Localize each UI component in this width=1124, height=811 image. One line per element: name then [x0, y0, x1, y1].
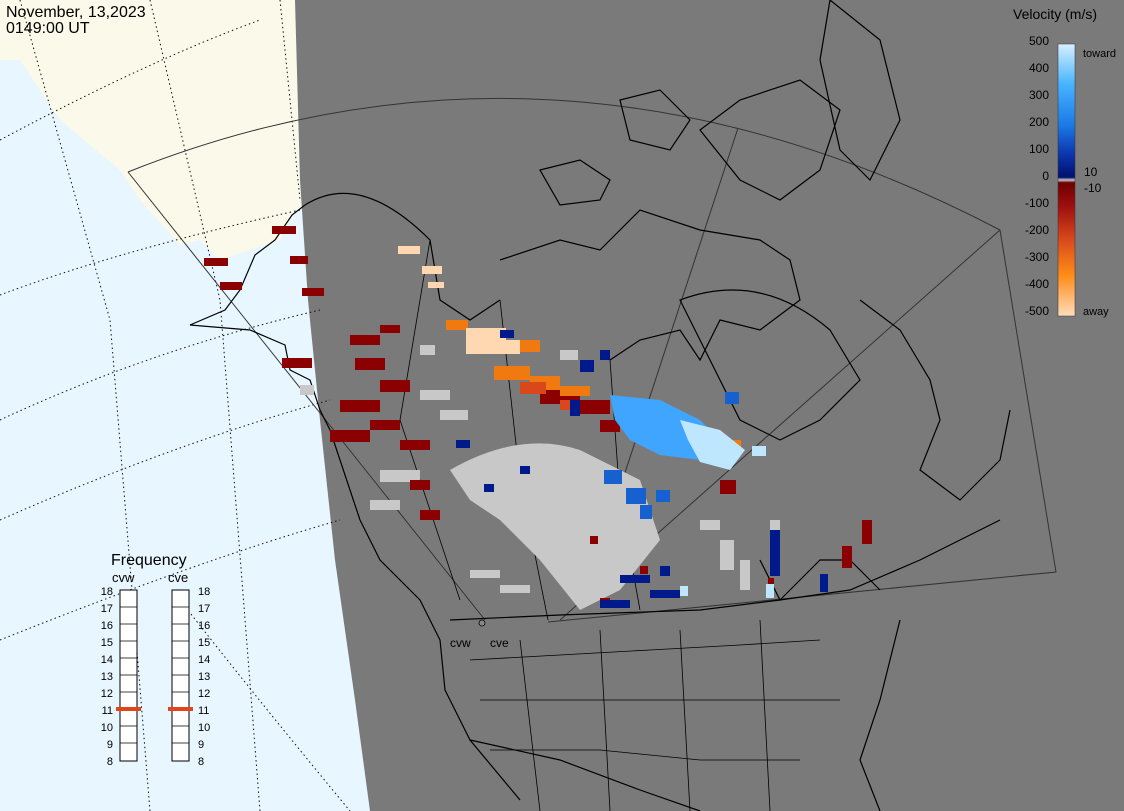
frequency-tick-right: 13	[198, 671, 210, 683]
frequency-tick-right: 10	[198, 722, 210, 734]
frequency-tick-right: 8	[198, 756, 204, 768]
daylight-land-alaska	[0, 0, 310, 260]
frequency-tick-left: 10	[101, 722, 113, 734]
radar-sites: cvw cve	[450, 619, 509, 650]
velocity-cells-pale-blue	[680, 420, 774, 598]
frequency-panel: Frequency cvw cve 18 18 17 17 16 16 15 15 14 14 13…	[101, 552, 211, 768]
velocity-cells-mid-blue	[604, 392, 739, 519]
ground-scatter	[300, 345, 780, 610]
site-label-cvw: cvw	[450, 636, 471, 650]
frequency-tick-right: 11	[198, 705, 209, 717]
frequency-tick-left: 8	[107, 756, 113, 768]
frequency-tick-left: 17	[101, 603, 113, 615]
velocity-tick: 100	[1029, 142, 1049, 156]
frequency-tick-left: 9	[107, 739, 113, 751]
frequency-tick-left: 15	[101, 637, 113, 649]
toward-label: toward	[1083, 48, 1116, 60]
frequency-marker-cve	[168, 707, 193, 711]
velocity-tick: -400	[1025, 277, 1049, 291]
frequency-radar-cvw: cvw	[112, 570, 135, 585]
velocity-tick: -300	[1025, 250, 1049, 264]
velocity-color-bar	[1057, 43, 1076, 317]
frequency-tick-right: 16	[198, 620, 210, 632]
velocity-tick: -500	[1025, 304, 1049, 318]
velocity-tick: -200	[1025, 223, 1049, 237]
frequency-tick-right: 17	[198, 603, 210, 615]
frequency-tick-right: 15	[198, 637, 210, 649]
frequency-tick-left: 14	[101, 654, 113, 666]
velocity-cells-peach	[398, 246, 520, 354]
graticule	[0, 0, 351, 811]
frequency-tick-left: 11	[102, 705, 113, 717]
site-label-cve: cve	[490, 636, 509, 650]
velocity-tick: 400	[1029, 61, 1049, 75]
site-marker-cvw	[478, 619, 486, 627]
velocity-tick: 10	[1084, 165, 1098, 179]
velocity-cells-orange	[446, 320, 741, 450]
night-shade-area	[295, 0, 1124, 811]
frequency-bars	[119, 589, 190, 762]
velocity-cells-dark-blue	[456, 330, 828, 608]
velocity-tick: 200	[1029, 115, 1049, 129]
velocity-tick: -10	[1084, 181, 1102, 195]
frequency-column-cvw	[119, 589, 138, 762]
frequency-tick-left: 13	[101, 671, 113, 683]
frequency-markers	[116, 707, 193, 711]
away-label: away	[1083, 306, 1109, 318]
frequency-tick-right: 12	[198, 688, 210, 700]
frequency-marker-cvw	[116, 707, 141, 711]
velocity-legend: Velocity (m/s) 500 400 300 200 100 10 0 …	[1013, 6, 1116, 318]
frequency-radar-cve: cve	[168, 570, 188, 585]
velocity-tick: 0	[1042, 169, 1049, 183]
coastlines	[189, 0, 1011, 811]
frequency-ticks: 18 18 17 17 16 16 15 15 14 14 13 13 12 12 11 11 10 10 9 9 8 8	[101, 586, 211, 768]
frequency-tick-left: 18	[101, 586, 113, 598]
velocity-tick: 500	[1029, 34, 1049, 48]
frequency-column-cve	[171, 589, 190, 762]
velocity-legend-title: Velocity (m/s)	[1013, 6, 1097, 22]
velocity-tick: 300	[1029, 88, 1049, 102]
frequency-tick-right: 18	[198, 586, 210, 598]
frequency-tick-left: 16	[101, 620, 113, 632]
velocity-cells-dark-red	[204, 226, 872, 606]
velocity-tick: -100	[1025, 196, 1049, 210]
date-label: November, 13,2023	[6, 4, 146, 21]
frequency-tick-right: 14	[198, 654, 210, 666]
time-label: 0149:00 UT	[6, 20, 90, 37]
frequency-tick-left: 12	[101, 688, 113, 700]
frequency-tick-right: 9	[198, 739, 204, 751]
frequency-title: Frequency	[111, 552, 187, 569]
